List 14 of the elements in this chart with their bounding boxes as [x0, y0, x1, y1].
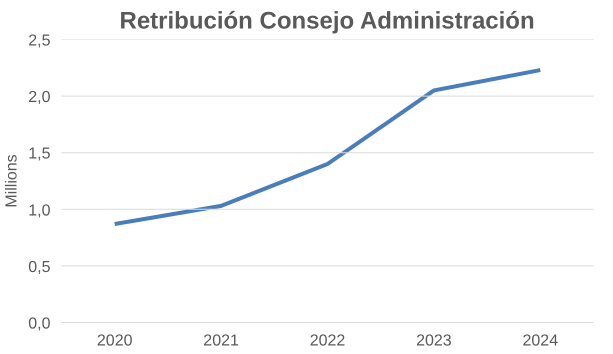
y-tick-label: 1,0 — [28, 202, 51, 220]
x-tick-label: 2022 — [310, 332, 346, 350]
x-tick-label: 2024 — [522, 332, 558, 350]
chart-title: Retribución Consejo Administración — [119, 8, 535, 34]
y-tick-label: 0,0 — [28, 316, 51, 332]
y-axis-title: Millions — [3, 154, 20, 208]
y-tick-label: 0,5 — [28, 258, 51, 276]
x-tick-label: 2021 — [203, 332, 239, 350]
y-tick-label: 2,5 — [28, 32, 51, 50]
x-tick-label: 2023 — [416, 332, 452, 350]
y-tick-label: 1,5 — [28, 146, 51, 163]
y-tick-label: 2,0 — [28, 89, 51, 106]
x-tick-label: 2020 — [96, 332, 133, 350]
line-series — [112, 68, 542, 226]
